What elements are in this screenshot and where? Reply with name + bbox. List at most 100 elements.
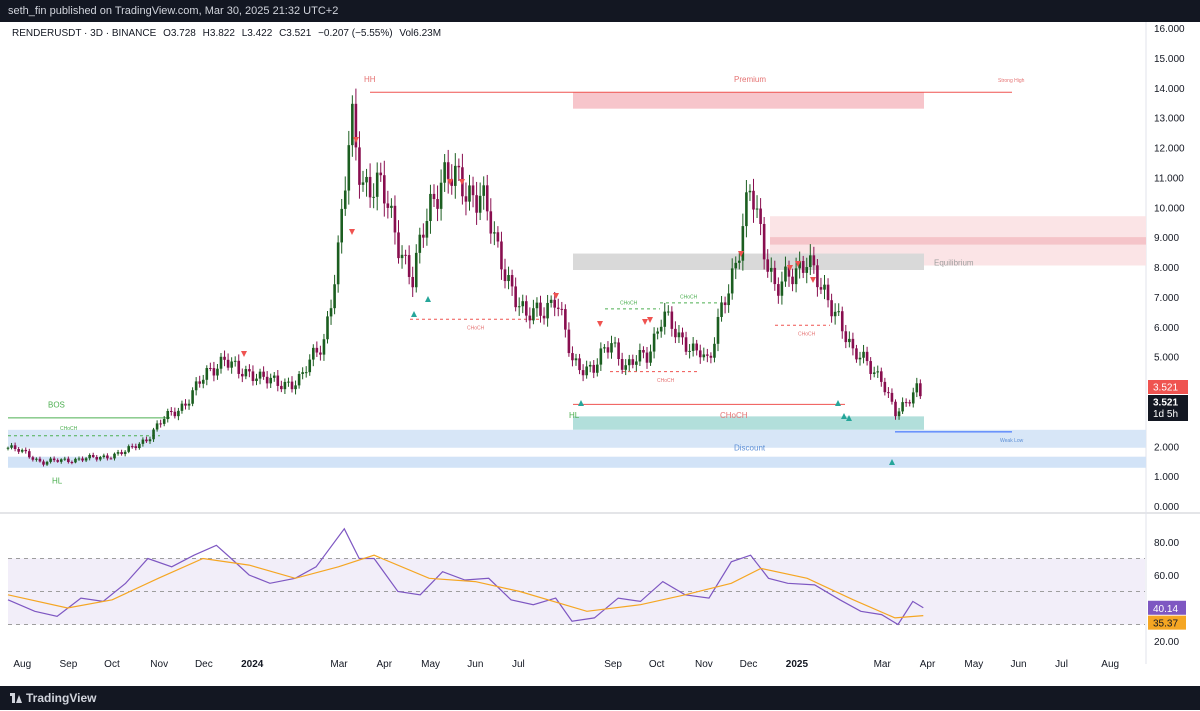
chart-canvas[interactable]: HH Premium Strong High Equilibrium Discount W… [0, 22, 1200, 686]
time-axis-tick: 2025 [786, 659, 809, 670]
candle-body [706, 354, 709, 356]
candle-body [237, 360, 241, 374]
candle-body [915, 383, 919, 393]
candle-body [59, 459, 63, 462]
sell-signal-marker [349, 229, 355, 235]
candle-body [155, 423, 159, 430]
candle-body [769, 267, 773, 272]
candle-body [596, 364, 599, 373]
buy-signal-marker [425, 296, 431, 302]
candle-body [613, 342, 617, 344]
candle-body [521, 301, 525, 307]
candle-body [855, 348, 858, 360]
candle-body [95, 456, 99, 460]
candle-body [280, 385, 283, 390]
candle-body [152, 429, 155, 440]
candle-body [343, 190, 347, 209]
candle-body [361, 182, 365, 185]
candle-body [91, 455, 95, 457]
candle-body [656, 331, 659, 334]
candle-body [308, 359, 312, 373]
hl-demand-zone [573, 416, 924, 430]
candle-body [585, 366, 588, 376]
candle-body [454, 165, 457, 186]
candle-body [127, 446, 130, 452]
buy-signal-marker [841, 413, 847, 419]
time-axis-tick: Dec [195, 659, 213, 670]
rsi-axis-tick: 20.00 [1154, 637, 1179, 648]
candle-body [241, 373, 244, 377]
candle-body [393, 205, 397, 233]
candle-body [166, 411, 170, 420]
candle-body [755, 208, 759, 210]
candle-body [698, 350, 702, 358]
candle-body [894, 401, 897, 417]
candle-body [525, 301, 528, 316]
candle-body [780, 281, 784, 296]
candle-body [20, 449, 24, 452]
candle-body [876, 371, 880, 373]
candle-body [216, 368, 219, 376]
sell-signal-marker [738, 251, 744, 257]
discount-zone [8, 429, 1146, 448]
candle-body [801, 260, 805, 273]
candle-body [162, 419, 166, 424]
price-axis-tick: 6.000 [1154, 323, 1179, 334]
candle-body [478, 195, 482, 213]
candle-body [716, 316, 720, 344]
candle-body [677, 332, 681, 338]
sell-signal-marker [810, 277, 816, 283]
bar-countdown-text: 1d 5h [1153, 409, 1178, 420]
candle-body [773, 267, 777, 285]
candle-body [223, 356, 226, 360]
candle-body [514, 286, 517, 308]
candle-body [198, 381, 201, 384]
buy-signal-marker [835, 400, 841, 406]
candle-body [830, 300, 833, 317]
candle-body [443, 162, 446, 183]
candle-body [542, 315, 546, 319]
label-bos: BOS [48, 400, 65, 409]
candle-body [734, 262, 738, 269]
open-value: O3.728 [163, 28, 196, 39]
label-strong-high: Strong High [998, 78, 1025, 84]
candle-body [212, 368, 216, 376]
last-price-badge-text: 3.521 [1153, 383, 1178, 394]
candle-body [823, 284, 826, 290]
candle-body [336, 242, 340, 285]
low-value: L3.422 [241, 28, 273, 39]
candle-body [31, 457, 35, 460]
sell-signal-marker [447, 179, 453, 185]
candle-body [233, 360, 237, 362]
candle-body [109, 458, 113, 460]
candle-body [549, 299, 553, 303]
time-axis-tick: Aug [1101, 659, 1119, 670]
candle-body [620, 359, 624, 370]
candle-body [496, 232, 500, 242]
candle-body [507, 275, 510, 282]
candle-body [322, 339, 326, 355]
candle-body [45, 461, 49, 465]
close-price-badge-text: 3.521 [1153, 398, 1178, 409]
candle-body [244, 369, 248, 377]
candle-body [201, 379, 205, 384]
price-axis-tick: 10.000 [1154, 203, 1185, 214]
buy-signal-marker [889, 459, 895, 465]
rsi-ma-line [7, 554, 924, 619]
candle-body [862, 351, 865, 358]
candle-body [553, 299, 556, 308]
equilibrium-zone [573, 253, 924, 270]
candle-body [571, 353, 574, 361]
tradingview-logo[interactable]: TradingView [10, 686, 96, 710]
candle-body [400, 254, 404, 259]
candle-body [880, 371, 883, 382]
time-axis-tick: Nov [695, 659, 713, 670]
price-axis-tick: 11.000 [1154, 173, 1184, 184]
candle-body [805, 267, 809, 273]
label-hl-mid: HL [569, 411, 580, 420]
time-axis-tick: Mar [330, 659, 348, 670]
candle-body [138, 443, 141, 449]
candle-body [319, 352, 322, 355]
candle-body [865, 351, 869, 362]
candle-body [649, 351, 652, 363]
